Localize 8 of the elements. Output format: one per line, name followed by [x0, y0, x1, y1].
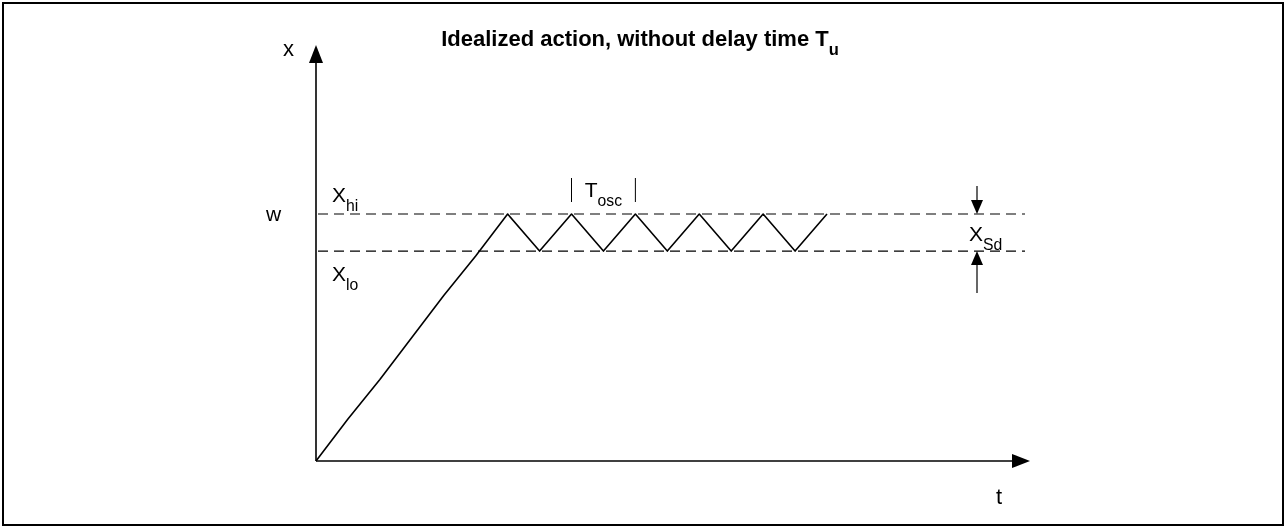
text: X$_{Sd}$ [969, 221, 1003, 253]
text: x [283, 36, 294, 61]
chart-title: Idealized action, without delay time T$_{u}$ [441, 26, 839, 58]
ref-line-label: X$_{lo}$ [332, 262, 359, 293]
text: T$_{osc}$ [584, 178, 623, 209]
text: t [996, 484, 1003, 509]
text: w [265, 202, 282, 225]
ref-line-label: X$_{hi}$ [332, 183, 359, 214]
